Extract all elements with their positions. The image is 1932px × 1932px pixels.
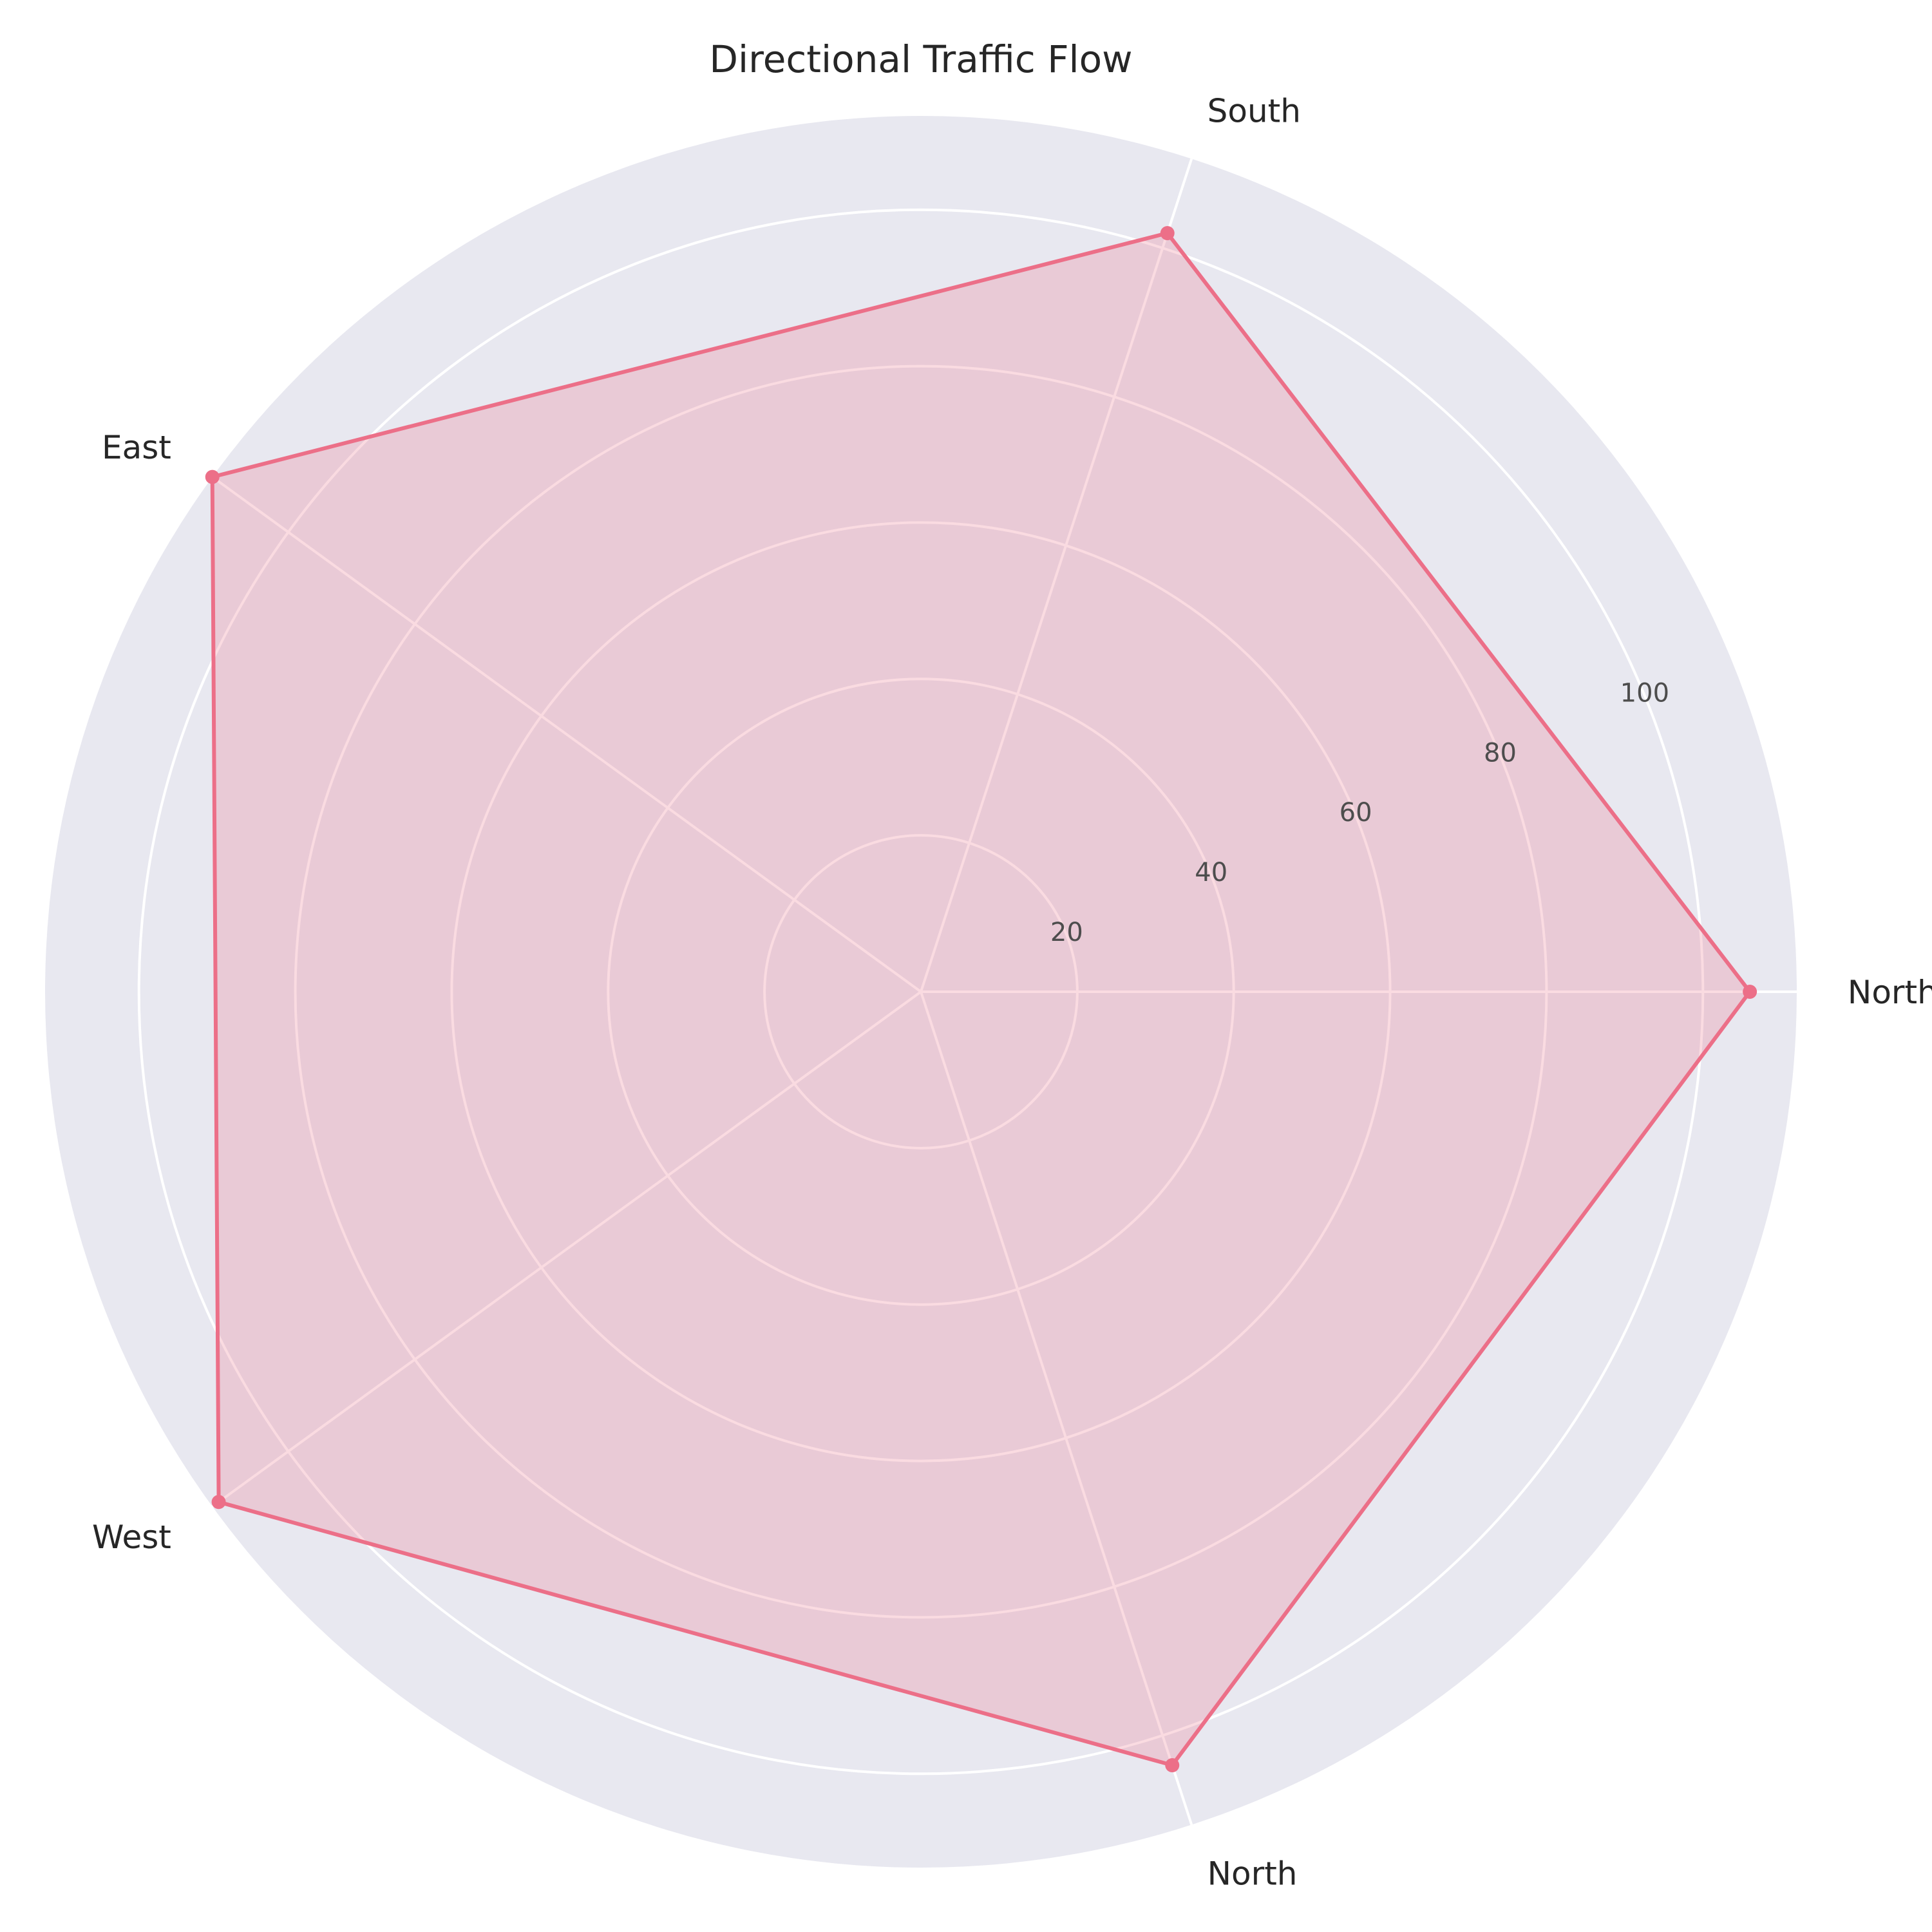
series-layer (205, 226, 1757, 1773)
category-label-south-1: South (1208, 92, 1301, 129)
series-line-0 (210, 231, 1752, 1768)
category-label-east-2: East (102, 429, 171, 466)
r-tick-label-20: 20 (1050, 918, 1083, 947)
r-tick-label-80: 80 (1484, 738, 1517, 768)
category-label-north-0: North (1848, 974, 1932, 1011)
data-point-north-0 (1743, 985, 1757, 999)
data-point-north-4 (1165, 1758, 1180, 1773)
category-label-west-3: West (92, 1519, 171, 1556)
data-point-east-2 (205, 469, 220, 484)
grid-spoke-4 (920, 991, 1193, 1826)
r-tick-label-100: 100 (1620, 678, 1669, 708)
grid-spoke-1 (920, 158, 1193, 992)
data-point-south-1 (1160, 226, 1175, 241)
category-label-north-4: North (1208, 1855, 1298, 1893)
grid-spoke-3 (211, 990, 922, 1508)
radial-tick-labels: 20 40 60 80 100 (1050, 678, 1669, 947)
r-tick-label-40: 40 (1195, 858, 1227, 887)
r-tick-label-60: 60 (1340, 798, 1372, 828)
data-point-west-3 (211, 1495, 226, 1510)
grid (137, 158, 1797, 1826)
series-area-0 (212, 233, 1750, 1765)
chart-title: Directional Traffic Flow (709, 37, 1132, 81)
category-labels: North South East West North (92, 92, 1932, 1892)
grid-spoke-2 (211, 475, 922, 993)
